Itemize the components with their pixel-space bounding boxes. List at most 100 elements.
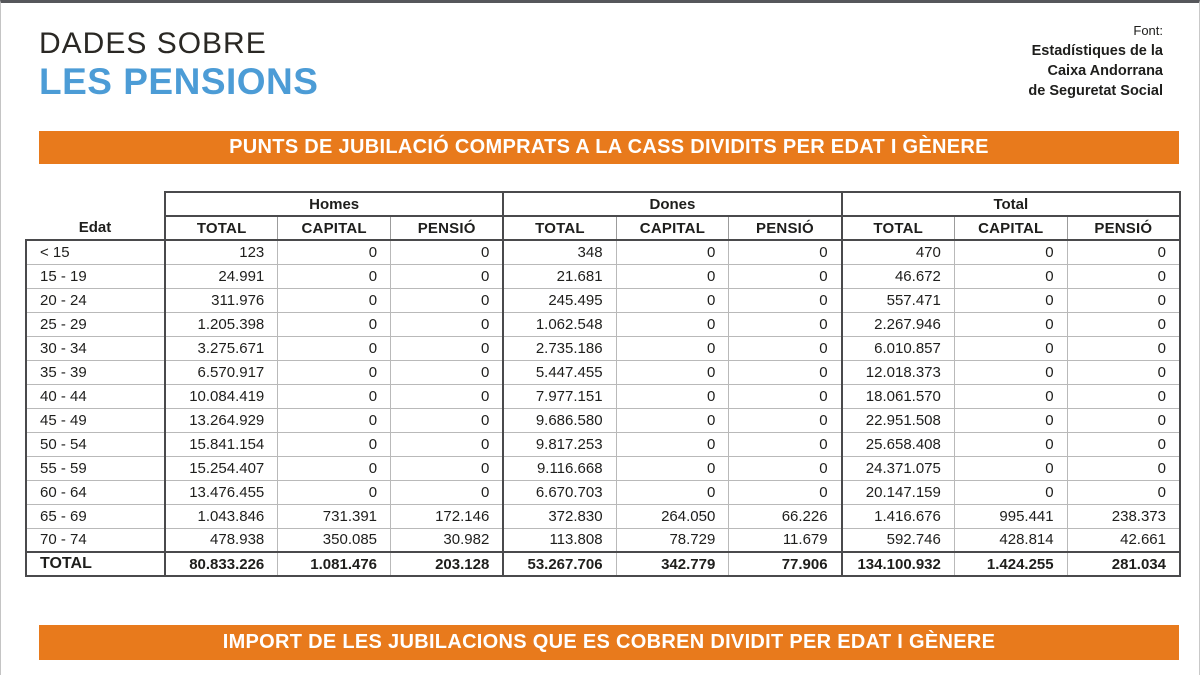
source-line: de Seguretat Social: [1028, 83, 1163, 99]
table-row: 50 - 54 15.841.154 0 0 9.817.253 0 0 25.658.408…: [25, 431, 1181, 457]
table-cell: 42.661: [1066, 527, 1181, 553]
table-cell: 0: [728, 383, 843, 409]
table-row: 55 - 59 15.254.407 0 0 9.116.668 0 0 24.371.075…: [25, 455, 1181, 481]
table-cell: 0: [390, 383, 504, 409]
table-cell: 731.391: [277, 503, 392, 529]
table-cell: 9.817.253: [502, 431, 617, 457]
table-cell: 203.128: [390, 551, 504, 577]
table-cell: 0: [1066, 263, 1181, 289]
table-cell: 9.116.668: [502, 455, 617, 481]
table-cell: 13.264.929: [164, 407, 279, 433]
table-cell: 0: [953, 239, 1068, 265]
table-cell: 0: [277, 359, 392, 385]
table-cell: 0: [728, 431, 843, 457]
table-cell: 12.018.373: [840, 359, 955, 385]
row-label: 55 - 59: [25, 455, 166, 481]
table-cell: 5.447.455: [502, 359, 617, 385]
table-cell: 0: [953, 407, 1068, 433]
row-label: 25 - 29: [25, 311, 166, 337]
table-cell: 0: [390, 407, 504, 433]
table-cell: 134.100.932: [840, 551, 955, 577]
row-label: 35 - 39: [25, 359, 166, 385]
table-cell: 0: [728, 263, 843, 289]
group-header-total: Total: [840, 191, 1182, 217]
table-row: 70 - 74 478.938 350.085 30.982 113.808 78.729…: [25, 527, 1181, 553]
table-cell: 0: [277, 479, 392, 505]
table-cell: 6.670.703: [502, 479, 617, 505]
table-cell: 0: [615, 479, 730, 505]
table-cell: 0: [1066, 407, 1181, 433]
table-cell: 0: [277, 431, 392, 457]
pensions-table: Homes Dones Total Edat TOTAL CAPITAL PEN…: [25, 191, 1182, 577]
table-cell: 0: [953, 263, 1068, 289]
table-cell: 10.084.419: [164, 383, 279, 409]
table-cell: 0: [728, 287, 843, 313]
table-cell: 0: [1066, 479, 1181, 505]
table-cell: 53.267.706: [502, 551, 617, 577]
table-cell: 7.977.151: [502, 383, 617, 409]
table-cell: 15.841.154: [164, 431, 279, 457]
table-cell: 123: [164, 239, 279, 265]
table-cell: 372.830: [502, 503, 617, 529]
table-cell: 0: [615, 239, 730, 265]
table-cell: 0: [953, 359, 1068, 385]
table-cell: 0: [277, 335, 392, 361]
table-row: 15 - 19 24.991 0 0 21.681 0 0 46.672 0 0: [25, 263, 1181, 289]
table-cell: 6.010.857: [840, 335, 955, 361]
table-cell: 0: [277, 287, 392, 313]
table-cell: 0: [728, 479, 843, 505]
table-cell: 3.275.671: [164, 335, 279, 361]
table-cell: 0: [953, 383, 1068, 409]
col-header: CAPITAL: [277, 215, 392, 241]
table-cell: 0: [728, 455, 843, 481]
table-row: < 15 123 0 0 348 0 0 470 0 0: [25, 239, 1181, 265]
table-cell: 113.808: [502, 527, 617, 553]
table-cell: 0: [1066, 359, 1181, 385]
header-spacer: [26, 192, 165, 216]
table-cell: 281.034: [1066, 551, 1181, 577]
table-cell: 0: [615, 455, 730, 481]
table-body: < 15 123 0 0 348 0 0 470 0 0 15 - 19 24.991 0 0 21.681…: [25, 239, 1181, 577]
table-cell: 470: [840, 239, 955, 265]
table-row: 20 - 24 311.976 0 0 245.495 0 0 557.471 0 0: [25, 287, 1181, 313]
table-total-row: TOTAL 80.833.226 1.081.476 203.128 53.267.70…: [25, 551, 1181, 577]
table-cell: 0: [953, 311, 1068, 337]
table-cell: 0: [277, 383, 392, 409]
col-header: TOTAL: [164, 215, 279, 241]
col-header: CAPITAL: [953, 215, 1068, 241]
column-header-row: Edat TOTAL CAPITAL PENSIÓ TOTAL CAPITAL …: [26, 215, 1181, 241]
table-cell: 478.938: [164, 527, 279, 553]
table-cell: 18.061.570: [840, 383, 955, 409]
row-label: 20 - 24: [25, 287, 166, 313]
group-header-homes: Homes: [163, 191, 505, 217]
col-header: TOTAL: [840, 215, 955, 241]
table-cell: 78.729: [615, 527, 730, 553]
table-cell: 1.043.846: [164, 503, 279, 529]
table-cell: 0: [390, 239, 504, 265]
col-header: PENSIÓ: [1066, 215, 1181, 241]
table-cell: 0: [1066, 455, 1181, 481]
table-cell: 20.147.159: [840, 479, 955, 505]
table-cell: 0: [728, 407, 843, 433]
table-cell: 25.658.408: [840, 431, 955, 457]
table-cell: 0: [1066, 335, 1181, 361]
table-cell: 6.570.917: [164, 359, 279, 385]
table-cell: 0: [390, 479, 504, 505]
table-cell: 13.476.455: [164, 479, 279, 505]
table-cell: 0: [1066, 311, 1181, 337]
table-cell: 0: [953, 287, 1068, 313]
table-cell: 21.681: [502, 263, 617, 289]
total-row-label: TOTAL: [25, 551, 166, 577]
table-cell: 342.779: [615, 551, 730, 577]
table-cell: 0: [728, 335, 843, 361]
table-row: 40 - 44 10.084.419 0 0 7.977.151 0 0 18.061.570…: [25, 383, 1181, 409]
row-label: < 15: [25, 239, 166, 265]
table-cell: 0: [390, 263, 504, 289]
row-label: 30 - 34: [25, 335, 166, 361]
table-cell: 0: [615, 383, 730, 409]
col-header: PENSIÓ: [728, 215, 843, 241]
col-header: PENSIÓ: [390, 215, 505, 241]
table-cell: 557.471: [840, 287, 955, 313]
row-label: 60 - 64: [25, 479, 166, 505]
col-header: TOTAL: [502, 215, 617, 241]
